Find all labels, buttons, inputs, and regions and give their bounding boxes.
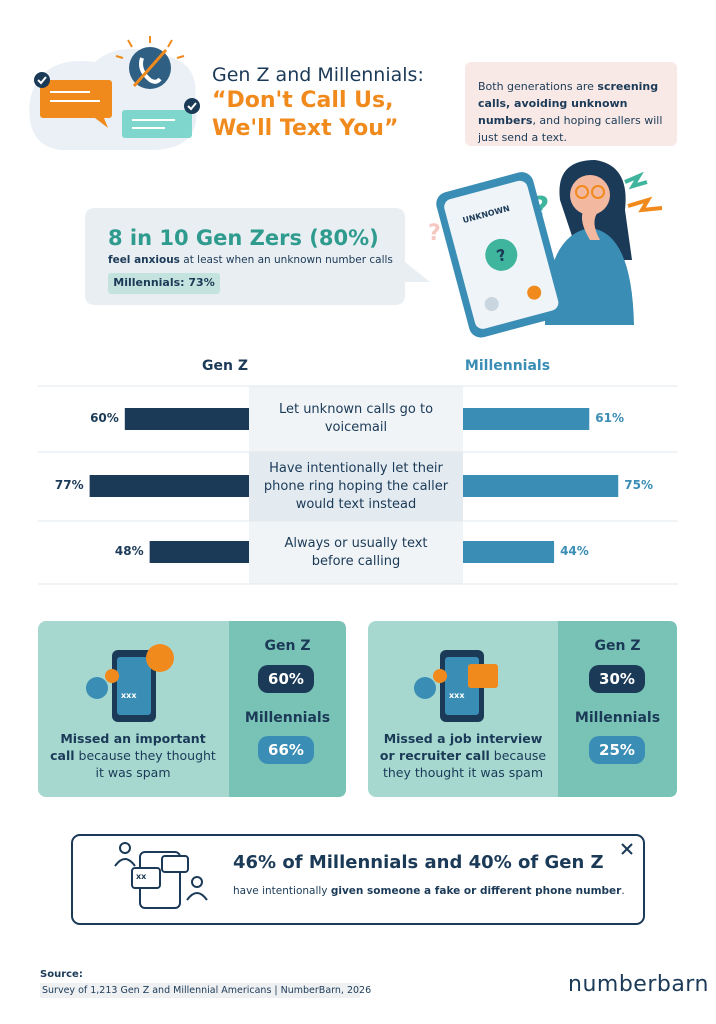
- text-bold: Missed an important call: [50, 731, 206, 763]
- bar: [463, 475, 619, 497]
- question-deco: ?: [428, 221, 441, 246]
- stat-sub: feel anxious at least when an unknown nu…: [108, 254, 393, 266]
- phone-glyph: [139, 57, 162, 84]
- text: because they thought it was spam: [74, 748, 216, 780]
- text: because they thought it was spam: [382, 748, 547, 780]
- chat-bubble: [122, 110, 192, 138]
- phone: ?: [436, 172, 567, 338]
- chat-bubble: [40, 80, 112, 118]
- group-label: Gen Z: [264, 638, 311, 654]
- value-label: 44%: [560, 544, 589, 558]
- category-label: Let unknown calls go to voicemail: [278, 402, 434, 435]
- text-bold: given someone a fake or different phone …: [330, 885, 622, 897]
- group-value: 30%: [599, 670, 635, 688]
- bar: [463, 408, 590, 430]
- check-icon: [34, 72, 50, 88]
- intro-text: Both generations are screening calls, av…: [478, 78, 670, 146]
- bar: [149, 541, 249, 563]
- group-value: 66%: [268, 741, 304, 759]
- card-icon: [86, 644, 174, 722]
- category-label: Have intentionally let their phone ring …: [263, 460, 449, 512]
- check-icon: [184, 98, 200, 114]
- series-header: Millennials: [464, 358, 551, 374]
- chat-tail: [95, 118, 108, 128]
- callout-box: [71, 834, 645, 925]
- stat-headline: 8 in 10 Gen Zers (80%): [108, 226, 379, 250]
- group-label: Millennials: [244, 710, 331, 726]
- source-text: Survey of 1,213 Gen Z and Millennial Ame…: [42, 985, 372, 996]
- text: at least when an unknown number calls: [179, 254, 393, 266]
- bar: [124, 408, 249, 430]
- text: , and hoping callers will just send a te…: [478, 114, 663, 144]
- value-label: 77%: [54, 478, 84, 492]
- logo: numberbarn: [568, 972, 709, 997]
- text-bold: feel anxious: [108, 254, 180, 266]
- category-label: Always or usually text before calling: [284, 535, 428, 569]
- pill: [589, 736, 645, 764]
- source-label: Source:: [40, 969, 83, 980]
- card-text: Missed a job interview or recruiter call…: [376, 730, 550, 781]
- card-panel: [558, 621, 677, 797]
- title-line: “Don't Call Us,: [212, 88, 394, 113]
- check-mark: [187, 102, 197, 111]
- category-cell: Let unknown calls go to voicemail: [249, 386, 463, 452]
- body: [545, 228, 634, 325]
- pill: [589, 665, 645, 693]
- badge-text: Millennials: 73%: [113, 276, 215, 289]
- check-mark: [37, 76, 47, 85]
- text: have intentionally: [233, 885, 331, 897]
- group-label: Millennials: [574, 710, 661, 726]
- text-bold: screening calls, avoiding unknown number…: [478, 80, 659, 127]
- category-cell: Always or usually text before calling: [249, 521, 463, 584]
- icon-text: xx: [136, 872, 147, 881]
- card-text: Missed an important call because they th…: [48, 730, 218, 781]
- bar: [89, 475, 249, 497]
- row-lines: [38, 385, 678, 585]
- intro-box: [465, 62, 677, 146]
- source-bg: [40, 983, 360, 998]
- value-label: 61%: [595, 411, 624, 425]
- group-value: 60%: [268, 670, 304, 688]
- card-icon: [414, 650, 498, 722]
- value-label: 60%: [90, 411, 119, 425]
- slash: [132, 49, 168, 87]
- face: [570, 175, 610, 215]
- pill: [258, 665, 314, 693]
- icon-text: xxx: [121, 691, 137, 700]
- bar: [463, 541, 555, 563]
- pill: [258, 736, 314, 764]
- callout-sub: have intentionally given someone a fake …: [233, 885, 625, 897]
- callout-icon: [114, 842, 208, 909]
- zap: [627, 196, 663, 213]
- zap: [624, 171, 648, 190]
- title-line: Gen Z and Millennials:: [212, 64, 424, 86]
- category-highlight: [249, 452, 463, 521]
- text: .: [621, 885, 625, 897]
- category-cell: Have intentionally let their phone ring …: [249, 452, 463, 521]
- value-label: 75%: [624, 478, 653, 492]
- series-header: Gen Z: [202, 358, 248, 374]
- rays: [115, 36, 185, 59]
- text: Both generations are: [478, 80, 598, 93]
- hand: [581, 205, 600, 240]
- glasses: [575, 185, 589, 199]
- group-label: Gen Z: [594, 638, 641, 654]
- badge: [108, 273, 220, 294]
- glasses: [591, 185, 605, 199]
- close-icon: [621, 843, 633, 855]
- icon-text: xxx: [449, 691, 465, 700]
- callout-headline: 46% of Millennials and 40% of Gen Z: [233, 852, 604, 873]
- text-bold: Missed a job interview or recruiter call: [379, 731, 543, 763]
- group-value: 25%: [599, 741, 635, 759]
- title-line: We'll Text You”: [212, 116, 399, 141]
- value-label: 48%: [114, 544, 144, 558]
